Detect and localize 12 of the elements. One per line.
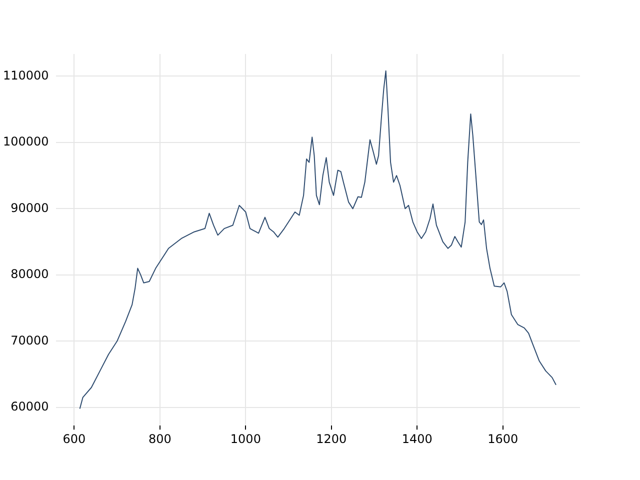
x-tick-label: 600 <box>62 432 86 446</box>
y-tick-label: 110000 <box>2 68 49 82</box>
x-tick-label: 1200 <box>316 432 347 446</box>
x-tick-label: 1400 <box>402 432 432 446</box>
x-tick-label: 1600 <box>488 432 518 446</box>
x-tick-label: 1000 <box>230 432 261 446</box>
y-tick-label: 100000 <box>2 134 49 149</box>
y-tick-label: 60000 <box>10 400 49 414</box>
y-tick-label: 90000 <box>10 200 49 215</box>
x-tick-label: 800 <box>148 432 172 446</box>
y-tick-label: 70000 <box>10 333 49 348</box>
y-tick-label: 80000 <box>10 267 49 282</box>
